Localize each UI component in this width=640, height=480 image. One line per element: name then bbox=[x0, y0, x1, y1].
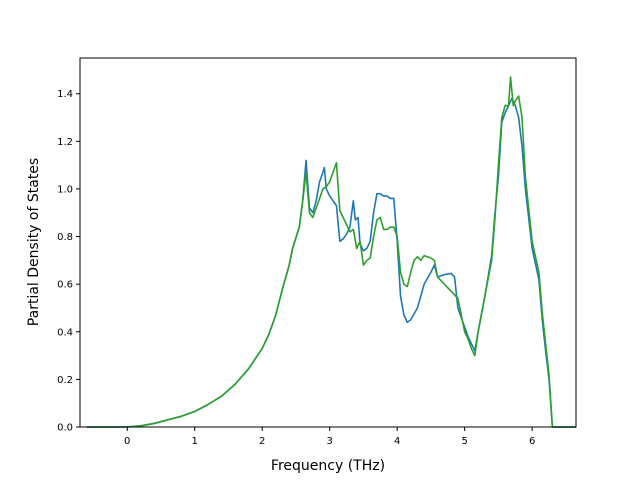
x-tick-label: 5 bbox=[461, 436, 467, 447]
plot-frame bbox=[79, 57, 577, 428]
x-tick-label: 3 bbox=[326, 436, 332, 447]
x-tick-label: 0 bbox=[124, 436, 130, 447]
x-tick-label: 4 bbox=[394, 436, 400, 447]
y-tick-label: 0.6 bbox=[57, 280, 73, 291]
y-tick-label: 0.2 bbox=[57, 375, 73, 386]
y-tick-label: 0.0 bbox=[57, 423, 73, 434]
plot-background bbox=[80, 58, 576, 427]
x-tick-label: 6 bbox=[529, 436, 535, 447]
x-tick-label: 2 bbox=[259, 436, 265, 447]
series-line-2 bbox=[86, 76, 576, 428]
y-tick-label: 1.4 bbox=[57, 89, 73, 100]
y-tick-label: 0.4 bbox=[57, 327, 73, 338]
y-tick-label: 1.0 bbox=[57, 184, 73, 195]
y-tick-label: 1.2 bbox=[57, 137, 73, 148]
y-axis-ticks: 0.0 0.2 0.4 0.6 0.8 1.0 1.2 1.4 bbox=[57, 89, 80, 434]
series-layer bbox=[86, 76, 576, 428]
y-axis-label: Partial Density of States bbox=[26, 158, 42, 326]
y-tick-label: 0.8 bbox=[57, 232, 73, 243]
x-tick-label: 1 bbox=[192, 436, 198, 447]
x-axis-ticks: 0 1 2 3 4 5 6 bbox=[124, 427, 535, 447]
x-axis-label: Frequency (THz) bbox=[271, 458, 385, 474]
